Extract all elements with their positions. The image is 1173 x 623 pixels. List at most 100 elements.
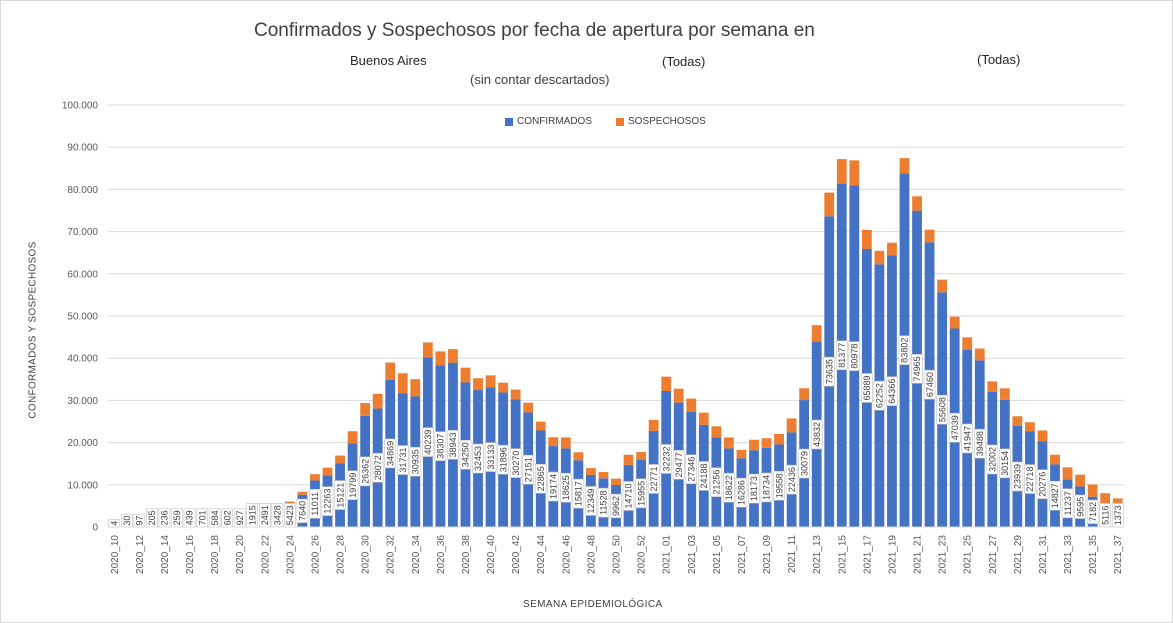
data-label-box	[948, 412, 961, 443]
data-label-text: 80978	[850, 344, 860, 369]
bar-sospechosos	[573, 452, 584, 461]
data-label: 81377	[835, 340, 848, 371]
x-tick-label: 2021_35	[1088, 535, 1099, 574]
x-tick-label: 2021_15	[837, 535, 848, 574]
data-label: 15955	[635, 478, 647, 509]
bar-sospechosos	[385, 362, 396, 380]
data-label-text: 7182	[1088, 502, 1098, 522]
y-tick-label: 80.000	[67, 185, 98, 196]
data-label-box	[434, 431, 447, 461]
data-label-text: 3428	[273, 505, 283, 525]
data-label-box	[334, 480, 346, 510]
data-label: 927	[233, 508, 246, 528]
data-label-box	[547, 471, 560, 502]
bar-sospechosos	[335, 455, 345, 464]
data-label-text: 439	[185, 510, 195, 525]
x-tick-label: 2020_16	[185, 535, 196, 574]
data-label: 31731	[396, 445, 409, 475]
data-label-text: 701	[197, 510, 207, 525]
y-tick-label: 60.000	[67, 269, 98, 280]
x-tick-label: 2020_18	[210, 535, 221, 574]
data-label-text: 19174	[548, 474, 558, 499]
data-label: 701	[196, 508, 208, 528]
data-label-box	[422, 427, 434, 457]
bar-sospechosos	[987, 381, 998, 392]
data-label-text: 32453	[473, 446, 483, 471]
x-tick-label: 2020_28	[336, 535, 347, 574]
data-label-box	[359, 456, 371, 487]
data-label-text: 14710	[624, 483, 634, 508]
bar-sospechosos	[723, 437, 734, 449]
x-tick-label: 2020_14	[160, 535, 171, 574]
data-label-text: 9595	[1075, 497, 1085, 517]
x-tick-label: 2021_05	[712, 535, 723, 574]
data-label-box	[321, 486, 334, 516]
data-label-box	[923, 369, 936, 400]
data-label-box	[622, 481, 635, 511]
data-label-text: 32002	[987, 447, 997, 472]
data-label: 11011	[309, 488, 321, 519]
bar-sospechosos	[811, 325, 822, 343]
data-label: 21256	[710, 467, 723, 497]
x-tick-label: 2021_27	[988, 535, 999, 574]
data-label: 15121	[334, 480, 346, 510]
data-label-box	[986, 444, 999, 475]
data-label-box	[698, 461, 710, 491]
bar-sospechosos	[586, 468, 596, 475]
data-label-box	[685, 454, 698, 485]
bar-sospechosos	[1087, 484, 1098, 497]
bar-sospechosos	[1075, 474, 1085, 487]
data-label: 1373	[1111, 503, 1124, 528]
x-tick-label: 2021_23	[938, 535, 949, 574]
data-label-text: 15955	[636, 481, 646, 506]
x-tick-label: 2021_17	[862, 535, 873, 574]
data-label: 19799	[346, 470, 359, 501]
y-tick-label: 70.000	[67, 227, 98, 238]
chart-legend: CONFIRMADOS SOSPECHOSOS	[505, 116, 730, 127]
data-label: 16286	[735, 477, 748, 508]
data-label: 3428	[271, 503, 284, 528]
data-label-box	[672, 450, 685, 480]
data-label-text: 32232	[661, 446, 671, 471]
data-label-text: 43832	[812, 422, 822, 447]
x-tick-label: 2020_26	[310, 535, 321, 574]
data-label-text: 16286	[737, 480, 747, 505]
data-label-box	[710, 467, 723, 497]
bar-sospechosos	[347, 431, 358, 444]
data-label: 43832	[810, 419, 823, 450]
data-label: 67460	[923, 369, 936, 400]
data-label: 602	[221, 508, 233, 528]
bar-sospechosos	[824, 192, 835, 217]
data-label: 65889	[861, 373, 873, 403]
data-label-text: 22436	[787, 467, 797, 492]
data-label-box	[534, 463, 547, 494]
data-label-text: 73635	[824, 359, 834, 384]
data-label-text: 18734	[762, 475, 772, 500]
y-tick-label: 0	[92, 523, 98, 534]
bar-sospechosos	[861, 229, 872, 249]
y-tick-label: 50.000	[67, 312, 98, 323]
data-label-text: 55608	[937, 397, 947, 422]
data-label-box	[911, 354, 923, 384]
data-label: 40239	[422, 427, 434, 457]
data-label-text: 14827	[1050, 483, 1060, 508]
data-label-box	[459, 439, 472, 470]
bar-sospechosos	[560, 437, 571, 449]
data-label: 22718	[1024, 464, 1036, 494]
filter-3: (Todas)	[977, 52, 1021, 67]
data-label: 9595	[1074, 494, 1086, 519]
data-label: 11237	[1061, 488, 1074, 519]
bar-sospechosos	[887, 242, 897, 256]
data-label-text: 29477	[674, 452, 684, 477]
data-label-box	[936, 394, 948, 425]
x-tick-label: 2020_38	[461, 535, 472, 574]
bar-sospechosos	[761, 438, 772, 448]
data-label: 5423	[284, 503, 296, 528]
data-label-box	[585, 486, 597, 516]
bar-sospechosos	[749, 439, 759, 451]
data-label: 30270	[509, 448, 522, 478]
y-tick-label: 10.000	[67, 480, 98, 491]
data-label: 29477	[672, 450, 685, 480]
data-label: 1915	[246, 503, 259, 528]
